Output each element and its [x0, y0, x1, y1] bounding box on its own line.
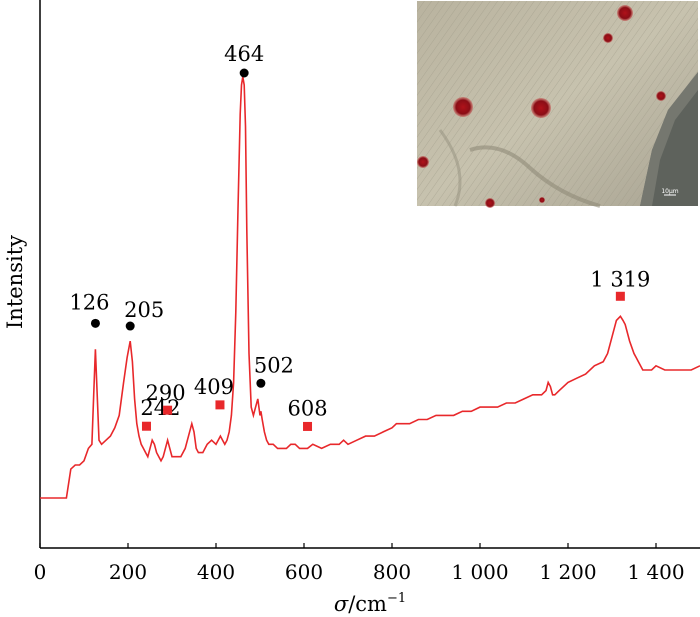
peak-label: 1 319	[590, 267, 650, 291]
peak-label: 409	[194, 375, 234, 399]
x-tick-label: 600	[285, 560, 323, 584]
x-axis-unit: /cm	[348, 592, 387, 616]
peak-marker-circle	[256, 378, 266, 388]
x-axis-symbol: σ	[334, 592, 349, 616]
peak-label: 242	[140, 396, 180, 420]
peak-label: 126	[69, 290, 109, 314]
x-tick-label: 800	[373, 560, 411, 584]
spectrum-line	[40, 76, 700, 499]
x-tick-label: 1 400	[627, 560, 684, 584]
peak-marker-circle	[90, 318, 100, 328]
peak-marker-square	[163, 405, 173, 415]
y-axis-label: Intensity	[3, 235, 27, 329]
peak-label: 205	[124, 298, 164, 322]
peak-marker-square	[215, 400, 225, 410]
peak-marker-square	[141, 421, 151, 431]
x-axis-exponent: −1	[387, 591, 406, 606]
peak-label: 502	[254, 353, 294, 377]
inset-scale-label: 10μm	[661, 188, 678, 195]
x-tick-label: 1 200	[539, 560, 596, 584]
x-axis-ticks: 0 200 400 600 800 1 000 1 200 1 400	[34, 543, 685, 584]
x-tick-label: 200	[109, 560, 147, 584]
peak-label: 608	[287, 396, 327, 420]
x-tick-label: 0	[34, 560, 47, 584]
peak-label: 290	[146, 381, 186, 405]
x-tick-label: 400	[197, 560, 235, 584]
x-axis-label: σ/cm−1	[334, 591, 406, 616]
peak-marker-square	[303, 421, 313, 431]
peak-marker-circle	[239, 68, 249, 78]
x-tick-label: 1 000	[451, 560, 508, 584]
microscope-inset-image: 10μm	[417, 1, 698, 208]
peak-marker-circle	[125, 321, 135, 331]
peak-marker-square	[615, 291, 625, 301]
peak-label: 464	[224, 42, 264, 66]
